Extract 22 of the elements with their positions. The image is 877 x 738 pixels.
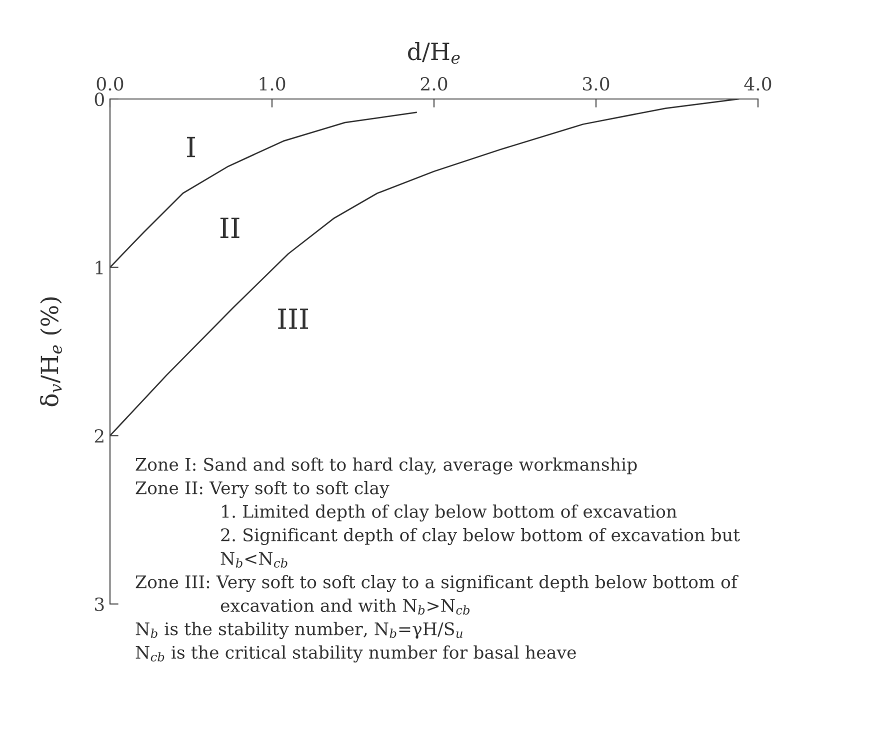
line-series	[110, 99, 740, 436]
text: N$_{b}$ is the stability number, N$_{b}$=γH/S$_{u}$	[136, 622, 462, 639]
x-tick-label: 3.0	[583, 76, 610, 91]
x-tick-label: 0.0	[96, 76, 124, 91]
y-tick-label: 1	[96, 260, 103, 274]
y-tick-label: 2	[94, 429, 104, 443]
text: N$_{cb}$ is the critical stability number for basal heave	[136, 645, 576, 662]
x-tick-label: 2.0	[420, 76, 448, 91]
line-series	[110, 112, 417, 268]
annotation: II	[220, 218, 240, 238]
x-axis-title: d/H$_{e}$	[408, 42, 460, 64]
annotation: 2. Significant depth of clay below bottom of excavation but N$_{b}$<N$_{cb}$	[220, 528, 740, 568]
y-tick-label: 0	[94, 92, 104, 106]
annotation: 1. Limited depth of clay below bottom of excavation	[222, 504, 677, 522]
x-tick-label: 4.0	[744, 76, 772, 91]
annotation: Zone II: Very soft to soft clay	[136, 480, 390, 498]
annotation: Zone I: Sand and soft to hard clay, average workmanship	[136, 457, 637, 475]
annotation: I	[187, 136, 195, 158]
x-tick-label: 1.0	[260, 76, 286, 91]
annotation: III	[278, 308, 308, 329]
y-tick-label: 3	[95, 597, 104, 612]
y-axis-title: δ$_{v}$/H$_{e}$ (%)	[40, 297, 62, 406]
